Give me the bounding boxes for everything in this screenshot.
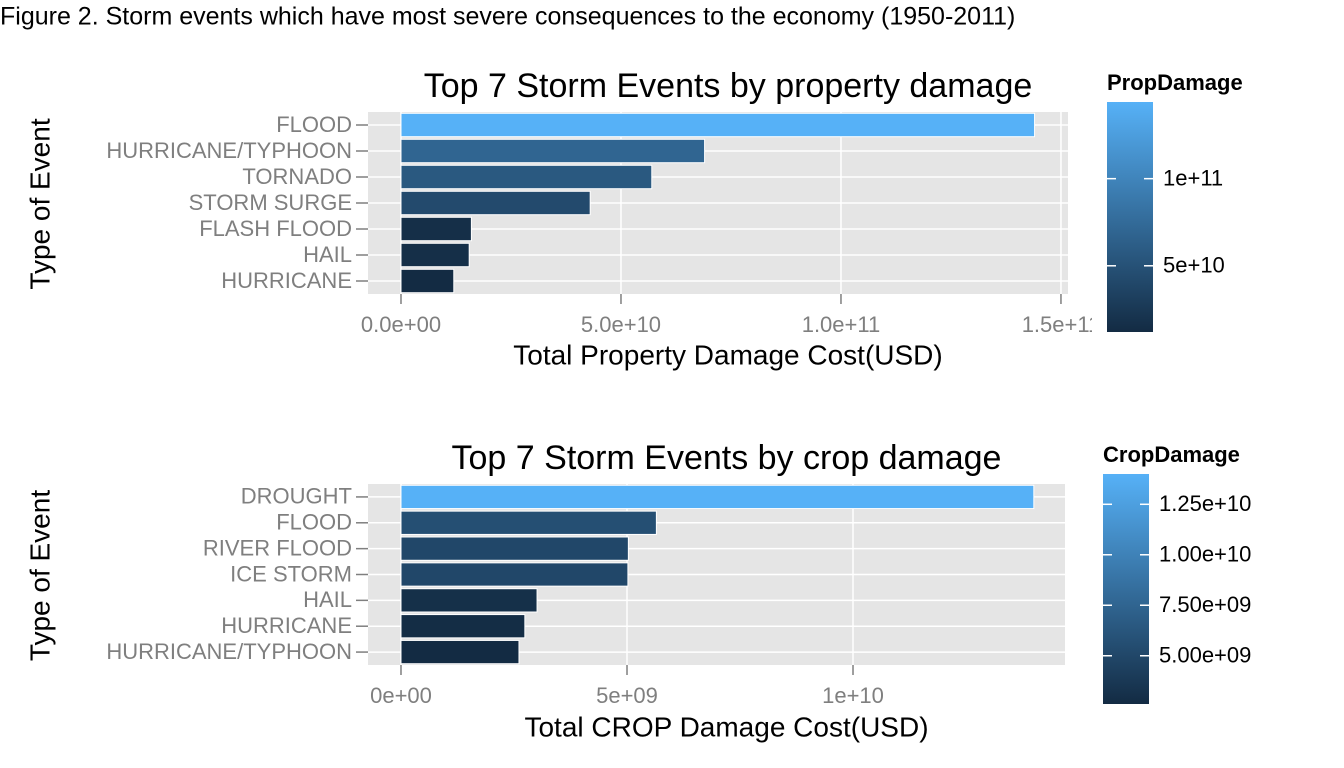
x-tick-label: 1e+10 — [822, 683, 884, 708]
legend-title: CropDamage — [1103, 442, 1240, 467]
x-axis-title: Total CROP Damage Cost(USD) — [524, 711, 928, 742]
bar — [400, 510, 657, 535]
legend-title: PropDamage — [1107, 70, 1243, 95]
legend-tick-label: 5e+10 — [1163, 253, 1225, 278]
x-tick-label: 5.0e+10 — [581, 312, 661, 337]
y-tick-label: FLOOD — [276, 510, 352, 535]
y-tick-label: HURRICANE/TYPHOON — [106, 639, 352, 664]
bar — [400, 242, 470, 268]
legend-colorbar — [1107, 102, 1153, 332]
legend-tick-label: 5.00e+09 — [1159, 643, 1251, 668]
legend-colorbar — [1103, 474, 1149, 704]
bar — [400, 112, 1036, 138]
legend-tick-label: 7.50e+09 — [1159, 592, 1251, 617]
y-tick-label: STORM SURGE — [189, 190, 352, 215]
figure-title: Figure 2. Storm events which have most s… — [0, 3, 1015, 31]
y-tick-label: FLOOD — [276, 112, 352, 137]
x-tick-labels: 0e+00 5e+09 1e+10 — [370, 683, 884, 708]
y-axis-title: Type of Event — [24, 118, 55, 289]
y-tick-label: HURRICANE — [221, 268, 352, 293]
x-axis-title: Total Property Damage Cost(USD) — [513, 339, 942, 370]
y-tick-label: HURRICANE — [221, 613, 352, 638]
chart-title: Top 7 Storm Events by property damage — [424, 67, 1033, 105]
y-tick-label: ICE STORM — [230, 561, 352, 586]
x-tick-label: 1.0e+11 — [802, 312, 881, 337]
bar — [400, 614, 526, 639]
y-tick-label: TORNADO — [242, 164, 352, 189]
x-tick-label: 0.0e+00 — [361, 312, 441, 337]
x-tick-label: 5e+09 — [596, 683, 658, 708]
y-tick-label: RIVER FLOOD — [203, 535, 352, 560]
y-tick-label: HURRICANE/TYPHOON — [106, 138, 352, 163]
bar — [400, 190, 591, 216]
bar — [400, 484, 1035, 510]
bar — [400, 216, 472, 242]
chart-title: Top 7 Storm Events by crop damage — [452, 439, 1002, 477]
bar — [400, 268, 455, 294]
bar — [400, 138, 706, 164]
bar — [400, 639, 520, 665]
x-tick-label: 1.5e+11 — [1022, 312, 1101, 337]
y-axis-title: Type of Event — [24, 490, 55, 661]
legend-tick-label: 1e+11 — [1163, 165, 1223, 190]
legend-tick-label: 1.00e+10 — [1159, 542, 1251, 567]
bar — [400, 588, 538, 613]
y-tick-label: HAIL — [303, 587, 352, 612]
y-tick-label: FLASH FLOOD — [199, 216, 352, 241]
x-tick-label: 0e+00 — [370, 683, 432, 708]
bar — [400, 562, 629, 587]
y-tick-label: HAIL — [303, 242, 352, 267]
legend-tick-label: 1.25e+10 — [1159, 491, 1251, 516]
bar — [400, 164, 653, 190]
x-tick-labels: 0.0e+00 5.0e+10 1.0e+11 1.5e+11 — [361, 312, 1101, 337]
y-tick-label: DROUGHT — [241, 484, 352, 509]
bar — [400, 536, 629, 561]
